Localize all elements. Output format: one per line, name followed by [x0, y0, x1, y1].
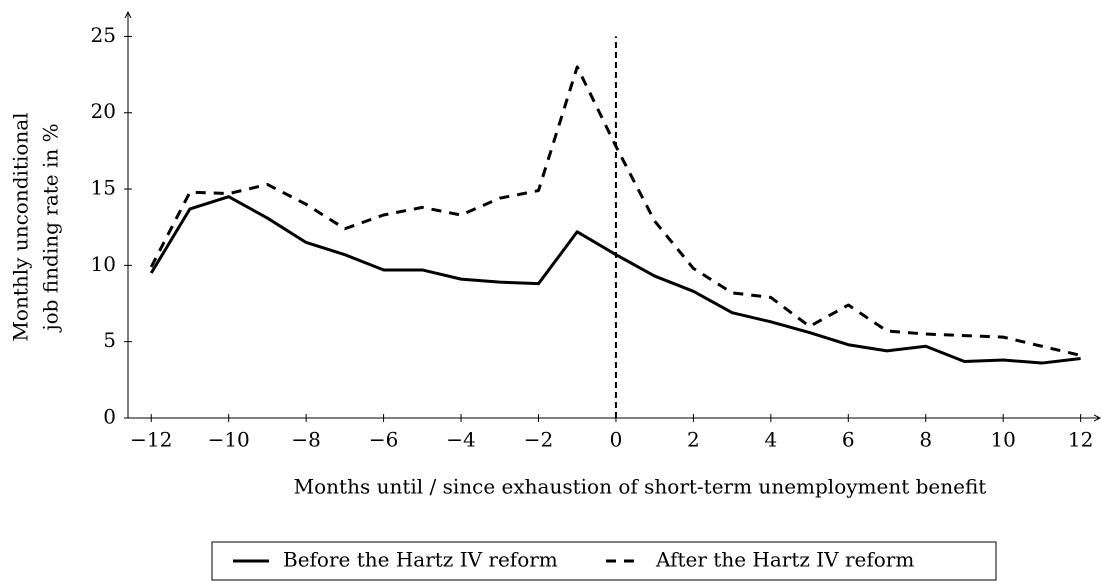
x-tick-label: −4 — [446, 428, 475, 452]
line-series — [149, 195, 1081, 365]
y-tick-label: 25 — [91, 23, 116, 47]
x-tick-label: 6 — [842, 428, 855, 452]
legend-label: After the Hartz IV reform — [655, 548, 914, 572]
x-tick-label: −10 — [208, 428, 250, 452]
y-tick-label: 10 — [91, 252, 116, 276]
x-tick-label: 4 — [764, 428, 777, 452]
x-axis-label: Months until / since exhaustion of short… — [294, 475, 987, 499]
legend-label: Before the Hartz IV reform — [283, 548, 558, 572]
y-tick-label: 5 — [103, 328, 116, 352]
x-tick-label: −6 — [369, 428, 398, 452]
x-tick-label: −8 — [291, 428, 320, 452]
legend-box — [211, 541, 997, 581]
y-tick-label: 15 — [91, 176, 116, 200]
x-tick-label: 10 — [990, 428, 1015, 452]
y-tick-label: 20 — [91, 99, 116, 123]
x-tick-label: −12 — [130, 428, 172, 452]
x-tick-label: 2 — [687, 428, 700, 452]
x-tick-label: −2 — [524, 428, 553, 452]
x-tick-label: 8 — [919, 428, 932, 452]
line-series — [149, 65, 1081, 357]
y-tick-label: 0 — [103, 405, 116, 429]
y-axis-label: job finding rate in % — [39, 123, 63, 332]
x-tick-label: 0 — [610, 428, 623, 452]
x-tick-label: 12 — [1068, 428, 1093, 452]
y-axis-label: Monthly unconditional — [9, 112, 33, 341]
